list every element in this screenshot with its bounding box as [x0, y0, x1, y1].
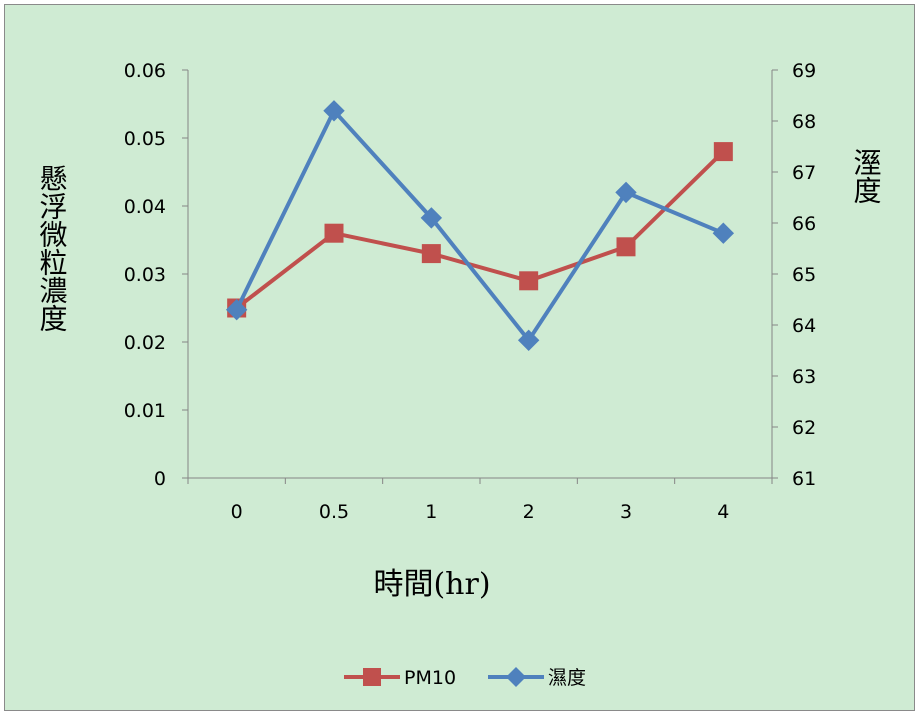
- right-tick-label: 62: [792, 417, 816, 439]
- pm10-point: [324, 223, 344, 243]
- y-axis-left-label: 懸浮微粒濃度: [36, 164, 69, 332]
- right-y-axis: 61 62 63 64 65 66 67 68 69: [771, 60, 816, 490]
- left-tick-label: 0: [154, 468, 166, 490]
- humidity-point: [517, 329, 540, 352]
- left-tick-label: 0.01: [124, 400, 166, 422]
- right-tick-label: 69: [792, 60, 816, 82]
- x-axis: 0 0.5 1 2 3 4: [187, 477, 773, 523]
- x-axis-label: 時間(hr): [373, 567, 490, 602]
- right-tick-label: 64: [792, 315, 816, 337]
- series-line-humidity: [234, 108, 725, 343]
- legend-label: 濕度: [548, 667, 586, 689]
- left-tick-label: 0.04: [124, 196, 166, 218]
- x-tick-label: 3: [620, 501, 632, 523]
- left-y-axis: 0 0.01 0.02 0.03 0.04 0.05 0.06: [124, 60, 189, 490]
- humidity-point: [420, 207, 443, 229]
- legend-label: PM10: [404, 667, 456, 689]
- pm10-point: [616, 237, 636, 257]
- right-tick-label: 67: [792, 162, 816, 184]
- chart-background: [4, 4, 915, 711]
- x-tick-label: 4: [717, 501, 729, 523]
- x-tick-label: 1: [425, 501, 437, 523]
- legend-marker-pm10: [363, 668, 381, 686]
- right-tick-label: 65: [792, 264, 816, 286]
- right-tick-label: 66: [792, 213, 816, 235]
- legend: PM10 濕度: [344, 667, 586, 689]
- humidity-point: [615, 181, 637, 204]
- legend-marker-humidity: [506, 667, 526, 687]
- pm10-point: [713, 142, 733, 162]
- series-layer: [225, 100, 735, 352]
- left-tick-label: 0.05: [124, 128, 166, 150]
- right-tick-label: 61: [792, 468, 816, 490]
- series-line-pm10: [235, 150, 725, 310]
- left-tick-label: 0.02: [124, 332, 166, 354]
- humidity-point: [225, 298, 248, 321]
- pm10-point: [519, 271, 539, 291]
- humidity-point: [323, 100, 345, 122]
- pm10-point: [421, 244, 441, 264]
- right-tick-label: 63: [792, 366, 816, 388]
- left-tick-label: 0.03: [124, 264, 166, 286]
- left-tick-label: 0.06: [124, 60, 166, 82]
- right-tick-label: 68: [792, 111, 816, 133]
- y-axis-right-label: 溼度: [850, 148, 883, 204]
- humidity-point: [712, 222, 735, 244]
- x-tick-label: 2: [523, 501, 535, 523]
- x-tick-label: 0.5: [319, 501, 349, 523]
- x-tick-label: 0: [231, 501, 243, 523]
